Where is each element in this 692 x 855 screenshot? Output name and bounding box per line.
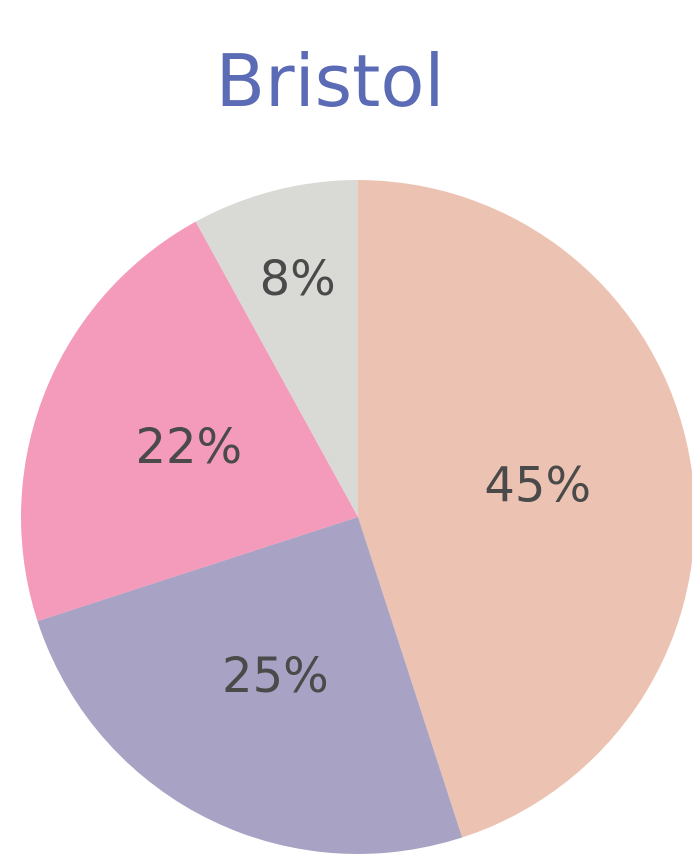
pie-slice xyxy=(20,221,359,622)
slice-label: 8% xyxy=(260,251,336,307)
slice-label: 25% xyxy=(222,648,329,704)
pie-slice xyxy=(195,180,358,517)
pie-slice xyxy=(37,517,463,854)
slice-label: 45% xyxy=(484,458,591,514)
slice-label: 22% xyxy=(135,419,242,475)
pie-slice xyxy=(358,180,692,838)
chart-title: Bristol xyxy=(216,39,445,123)
